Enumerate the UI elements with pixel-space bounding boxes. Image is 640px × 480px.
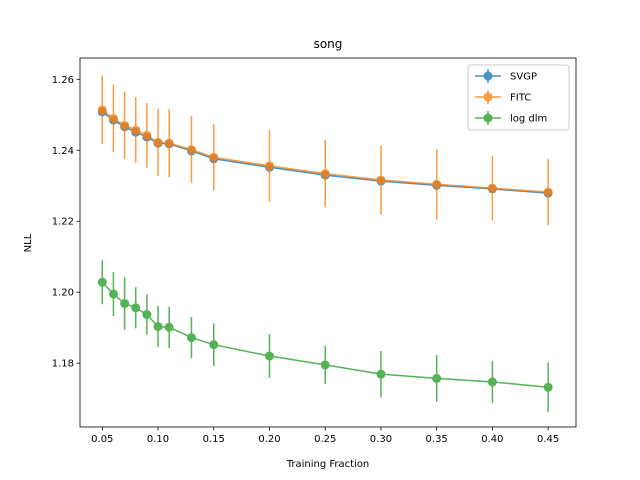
x-tick-label: 0.35 [426, 434, 448, 445]
y-tick-label: 1.20 [52, 288, 74, 299]
data-point [142, 130, 152, 140]
axes: 0.05 0.10 0.15 0.20 0.25 0.30 0.35 0.40 0.45 1.18… [52, 57, 577, 445]
x-tick-label: 0.15 [203, 434, 225, 445]
data-point [153, 137, 163, 147]
data-point [186, 145, 196, 155]
y-axis-label: NLL [23, 233, 34, 252]
legend: SVGP FITC log dlm [467, 64, 570, 131]
x-tick-label: 0.40 [481, 434, 503, 445]
data-point [209, 340, 219, 350]
data-point [186, 333, 196, 343]
data-point [142, 310, 152, 320]
chart-title: song [314, 37, 343, 51]
data-point [320, 169, 330, 179]
y-tick-label: 1.18 [52, 359, 74, 370]
legend-marker [483, 71, 493, 81]
y-tick-label: 1.24 [52, 146, 74, 157]
data-point [264, 161, 274, 171]
y-tick-label: 1.22 [52, 217, 74, 228]
legend-label: FITC [510, 93, 531, 104]
data-point [487, 377, 497, 387]
data-point [120, 299, 130, 309]
series-fitc [97, 75, 553, 226]
legend-handle [475, 90, 501, 104]
data-point [487, 183, 497, 193]
legend-marker [483, 92, 493, 102]
legend-label: SVGP [510, 72, 537, 83]
x-tick-label: 0.30 [370, 434, 392, 445]
data-point [164, 322, 174, 332]
legend-marker [483, 113, 493, 123]
data-point [376, 369, 386, 379]
legend-label: log dlm [510, 114, 547, 125]
data-point [120, 120, 130, 130]
data-point [543, 382, 553, 392]
x-axis-label: Training Fraction [286, 459, 370, 470]
data-point [320, 360, 330, 370]
data-point [164, 138, 174, 148]
y-tick-label: 1.26 [52, 75, 74, 86]
data-point [108, 289, 118, 299]
data-point [131, 125, 141, 135]
x-tick-label: 0.10 [147, 434, 169, 445]
data-point [543, 187, 553, 197]
x-tick-label: 0.20 [258, 434, 280, 445]
series-log-dlm [97, 260, 553, 413]
data-point [97, 105, 107, 115]
legend-box [467, 64, 570, 131]
plot-area [97, 75, 553, 413]
legend-handle [475, 69, 501, 83]
axes-frame [79, 57, 577, 428]
data-point [209, 152, 219, 162]
x-tick-label: 0.05 [91, 434, 113, 445]
x-tick-label: 0.45 [537, 434, 559, 445]
data-point [432, 179, 442, 189]
data-point [264, 351, 274, 361]
data-point [432, 373, 442, 383]
legend-handle [475, 111, 501, 125]
x-tick-label: 0.25 [314, 434, 336, 445]
data-point [97, 277, 107, 287]
data-point [153, 322, 163, 332]
data-point [376, 175, 386, 185]
data-point [108, 113, 118, 123]
data-point [131, 303, 141, 313]
